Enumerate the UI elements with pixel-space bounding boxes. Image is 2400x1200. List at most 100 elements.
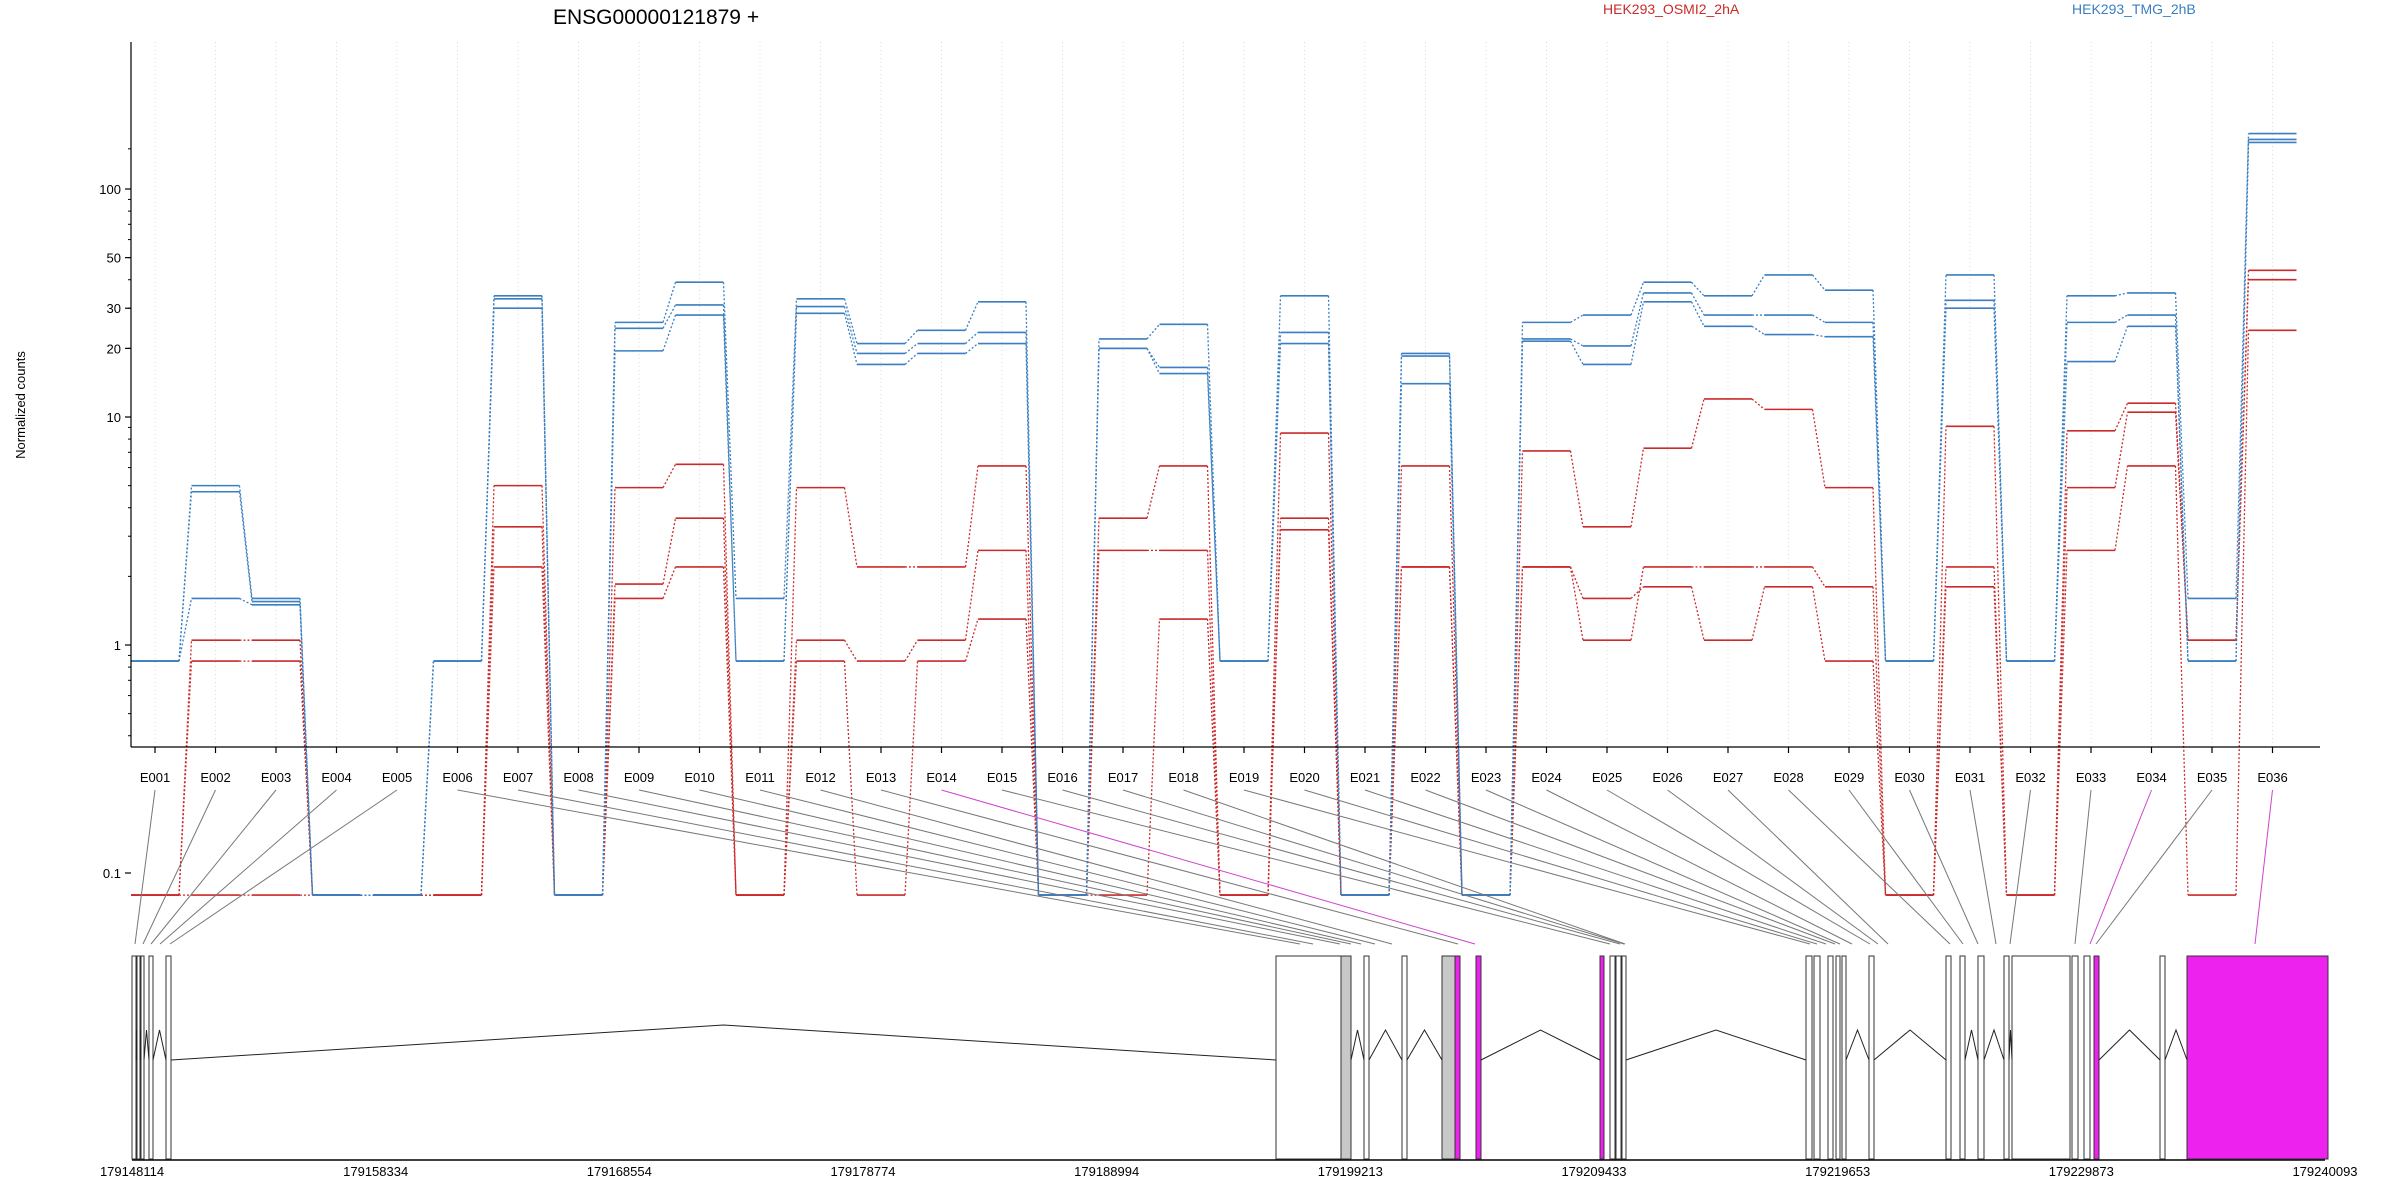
series-connector xyxy=(1085,550,1100,896)
exon-block xyxy=(2159,955,2166,1160)
series-connector xyxy=(299,661,314,896)
x-tick-label: E035 xyxy=(2197,770,2227,785)
exon-connector xyxy=(880,789,1459,945)
series-connector xyxy=(178,661,193,896)
x-tick-label: E034 xyxy=(2136,770,2166,785)
series-connector xyxy=(843,639,858,662)
y-tick-label: 20 xyxy=(107,341,121,356)
exon-block xyxy=(1609,955,1616,1160)
series-connector xyxy=(2174,465,2189,896)
series-connector xyxy=(843,313,858,365)
series-connector xyxy=(1630,448,1645,527)
series-connector xyxy=(299,604,314,896)
x-tick-label: E036 xyxy=(2257,770,2287,785)
x-tick-label: E029 xyxy=(1834,770,1864,785)
exon-connector xyxy=(159,789,337,945)
series-connector xyxy=(1751,274,1766,297)
series-connector xyxy=(178,640,193,896)
genomic-coordinate-label: 179199213 xyxy=(1318,1164,1383,1179)
series-connector xyxy=(1388,383,1403,896)
series-connector xyxy=(904,352,918,365)
series-connector xyxy=(238,485,253,599)
series-connector xyxy=(1569,450,1584,527)
exon-block xyxy=(1401,955,1408,1160)
x-tick-label: E032 xyxy=(2015,770,2045,785)
exon-block xyxy=(148,955,154,1160)
series-connector xyxy=(1569,566,1584,599)
series-connector xyxy=(2114,326,2129,362)
series-connector xyxy=(2114,314,2128,323)
intron-line xyxy=(152,1029,167,1061)
x-tick-label: E008 xyxy=(563,770,593,785)
series-connector xyxy=(601,350,616,896)
series-connector xyxy=(480,308,495,662)
series-connector xyxy=(1811,274,1826,291)
exon-block xyxy=(1454,955,1461,1160)
x-tick-label: E003 xyxy=(261,770,291,785)
exon-connector xyxy=(699,789,1362,945)
series-connector xyxy=(904,661,919,896)
series-connector xyxy=(1932,586,1947,896)
x-tick-label: E021 xyxy=(1350,770,1380,785)
intron-line xyxy=(1845,1028,1870,1061)
intron-line xyxy=(143,1029,150,1061)
intron-line xyxy=(139,1029,142,1061)
series-connector xyxy=(1872,661,1887,896)
exon-connector xyxy=(1243,789,1811,945)
series-connector xyxy=(1267,343,1282,662)
genomic-coordinate-label: 179178774 xyxy=(830,1164,895,1179)
series-connector xyxy=(843,487,858,568)
exon-block xyxy=(1841,955,1847,1160)
series-connector xyxy=(1872,322,1887,662)
intron-line xyxy=(170,1024,1277,1061)
series-6 xyxy=(131,141,2297,896)
series-connector xyxy=(2235,142,2250,662)
exon-block xyxy=(1805,955,1813,1160)
exon-connector xyxy=(578,789,1341,945)
series-connector xyxy=(2053,550,2068,896)
series-connector xyxy=(1751,398,1765,410)
exon-connector xyxy=(1606,789,1871,945)
series-connector xyxy=(904,329,918,344)
exon-connector xyxy=(1364,789,1827,945)
exon-connector xyxy=(1183,789,1626,945)
series-connector xyxy=(299,640,314,896)
x-tick-label: E010 xyxy=(684,770,714,785)
x-tick-label: E024 xyxy=(1531,770,1561,785)
series-connector xyxy=(1146,348,1161,368)
x-tick-label: E005 xyxy=(382,770,412,785)
y-tick-label: 100 xyxy=(99,182,121,197)
series-connector xyxy=(1811,409,1826,488)
series-connector xyxy=(722,304,737,662)
genomic-coordinate-label: 179148114 xyxy=(100,1164,164,1179)
series-connector xyxy=(1509,341,1524,896)
exon-block xyxy=(1621,955,1627,1160)
exon-connector xyxy=(1062,789,1621,945)
series-connector xyxy=(722,315,737,662)
series-connector xyxy=(722,518,737,896)
y-tick-label: 50 xyxy=(107,251,121,266)
series-connector xyxy=(1993,586,2008,896)
x-tick-label: E030 xyxy=(1894,770,1924,785)
series-connector xyxy=(662,314,677,352)
chart-title: ENSG00000121879 + xyxy=(553,6,759,29)
series-connector xyxy=(1085,348,1100,896)
genomic-coordinate-label: 179158334 xyxy=(343,1164,408,1179)
x-tick-label: E006 xyxy=(442,770,472,785)
exon-connector xyxy=(2009,789,2031,945)
genomic-coordinate-label: 179240093 xyxy=(2292,1164,2357,1179)
series-connector xyxy=(2114,412,2129,488)
x-tick-label: E020 xyxy=(1289,770,1319,785)
series-connector xyxy=(1146,348,1161,374)
x-tick-label: E026 xyxy=(1652,770,1682,785)
series-connector xyxy=(1025,550,1040,896)
series-connector xyxy=(904,639,919,662)
exon-block xyxy=(1868,955,1875,1160)
series-connector xyxy=(1267,529,1282,896)
exon-block xyxy=(1340,955,1352,1160)
y-tick-label: 30 xyxy=(107,301,121,316)
series-connector xyxy=(1691,281,1705,297)
series-connector xyxy=(904,343,918,354)
x-tick-label: E017 xyxy=(1108,770,1138,785)
intron-line xyxy=(1873,1029,1947,1061)
